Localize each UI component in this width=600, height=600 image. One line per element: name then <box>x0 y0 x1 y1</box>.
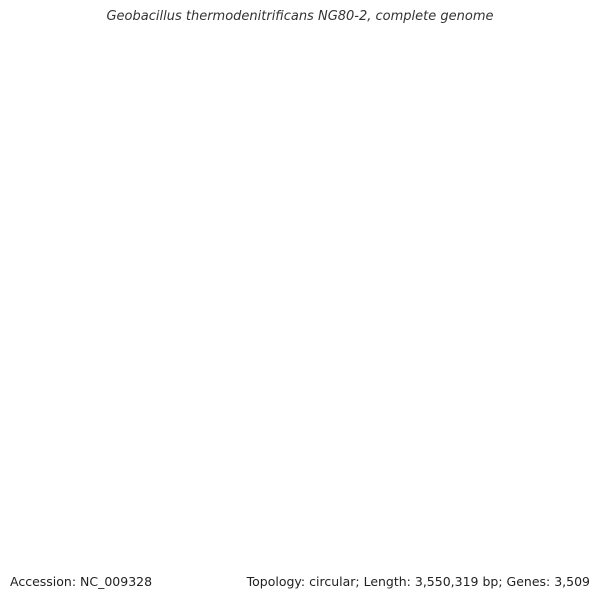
genome-summary-text: Topology: circular; Length: 3,550,319 bp… <box>246 574 590 589</box>
map-title: Geobacillus thermodenitrificans NG80-2, … <box>106 9 494 24</box>
accession-text: Accession: NC_009328 <box>10 574 153 589</box>
